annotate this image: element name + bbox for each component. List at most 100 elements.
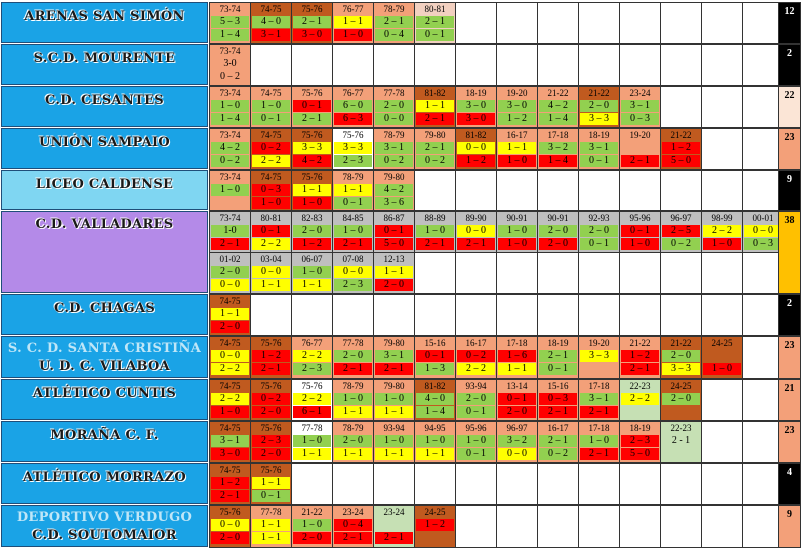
first-leg-result: 2 – 0 [539,225,577,237]
second-leg-result: 0 – 2 [416,155,454,167]
season-cell [742,294,784,336]
season-label: 94-95 [424,423,446,433]
season-cell [742,86,784,128]
first-leg-result: 3 – 0 [498,100,536,112]
season-label: 74-75 [219,338,241,348]
season-label: 78-79 [383,130,405,140]
second-leg-result: 1 – 2 [498,113,536,125]
season-label: 75-76 [260,338,282,348]
first-leg-result: 1 – 0 [252,100,290,112]
season-label: 80-81 [260,213,282,223]
second-leg-result: 1 – 1 [375,448,413,460]
team-name-cell: LICEO CALDENSE [1,170,208,210]
season-cell [537,294,579,336]
first-leg-result: 1 – 1 [252,477,290,489]
first-leg-result: 1 – 1 [498,142,536,154]
second-leg-result: 0 – 0 [211,279,249,291]
season-label: 74-75 [260,172,282,182]
season-cell [455,2,497,44]
team-name-cell: C.D. VALLADARES [1,211,208,293]
season-cell [578,252,620,294]
second-leg-result: 2 – 1 [375,363,413,375]
season-label: 92-93 [588,213,610,223]
season-cell [537,44,579,86]
season-label: 73-74 [219,46,241,56]
season-cell [373,463,415,505]
second-leg-result: 1 – 3 [416,363,454,375]
season-label: 75-76 [301,88,323,98]
second-leg-result: 1 – 1 [334,448,372,460]
season-label: 73-74 [219,213,241,223]
season-cell [742,252,784,294]
second-leg-result: 1 – 4 [539,155,577,167]
second-leg-result: 2 – 0 [252,448,290,460]
first-leg-result: 2 – 2 [293,350,331,362]
season-label: 77-78 [383,88,405,98]
first-leg-result: 1-0 [211,225,249,237]
second-leg-result [416,532,454,544]
season-cell [291,463,333,505]
second-leg-result [211,197,249,209]
season-cell [578,44,620,86]
season-label: 77-78 [260,507,282,517]
first-leg-result: 0 – 1 [416,350,454,362]
first-leg-result: 0 – 4 [334,519,372,531]
first-leg-result: 1 – 0 [580,435,618,447]
season-label: 82-83 [301,213,323,223]
second-leg-result: 1 – 2 [457,155,495,167]
season-label: 21-22 [670,338,692,348]
season-cell [455,170,497,211]
season-cell [660,86,702,128]
team-name: S.C.D. MOURENTE [33,51,176,66]
first-leg-result: 0 – 0 [457,142,495,154]
first-leg-result: 3 – 1 [621,100,659,112]
season-label: 15-16 [547,381,569,391]
season-label: 16-17 [547,423,569,433]
second-leg-result: 0 – 1 [580,238,618,250]
total-count: 22 [778,86,801,128]
second-leg-result: 6 – 3 [334,113,372,125]
season-label: 16-17 [506,130,528,140]
season-cell [619,294,661,336]
season-label: 81-82 [465,130,487,140]
second-leg-result: 2 – 0 [211,321,249,333]
season-cell [373,294,415,336]
team-name-secondary: C.D. SOUTOMAIOR [32,528,177,543]
first-leg-result: 0 – 3 [539,393,577,405]
first-leg-result: 2 – 0 [580,100,618,112]
second-leg-result: 0 – 1 [334,197,372,209]
first-leg-result: 2 – 2 [293,393,331,405]
season-cell: 22-23 2 – 2 [619,379,661,421]
first-leg-result: 0 – 2 [252,142,290,154]
first-leg-result: 1 – 0 [375,393,413,405]
first-leg-result: 4 – 0 [416,393,454,405]
first-leg-result: 1 – 1 [293,184,331,196]
second-leg-result: 1 – 1 [334,406,372,418]
season-label: 80-81 [424,4,446,14]
season-label: 74-75 [219,381,241,391]
season-cell: 23-24 2 – 1 [373,505,415,548]
first-leg-result: 4 – 2 [375,184,413,196]
season-cell [291,294,333,336]
first-leg-result: 2 – 1 [416,16,454,28]
season-cell [742,463,784,505]
